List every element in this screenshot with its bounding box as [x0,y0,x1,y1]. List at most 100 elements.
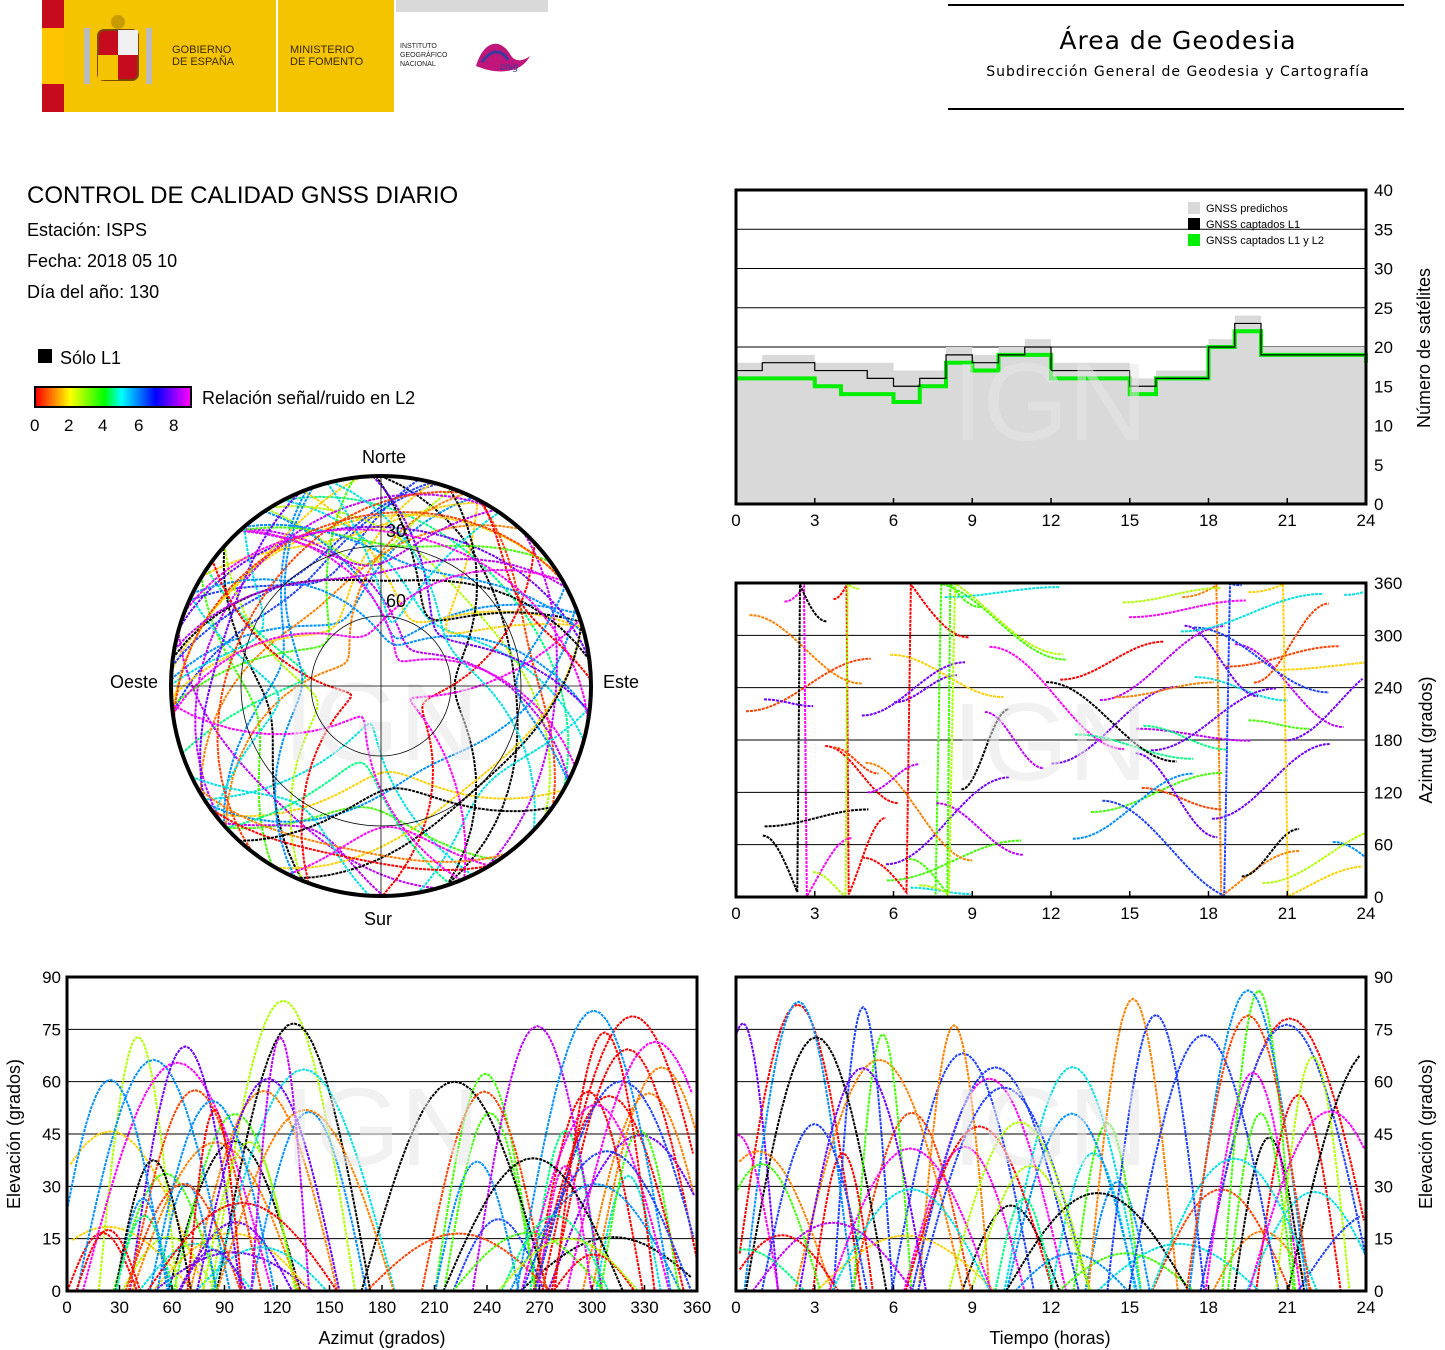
ea-track [124,1182,242,1292]
az-track [825,745,899,805]
ea-track [131,1141,301,1292]
satellite-count-chart: IGN GNSS predichos GNSS captados L1 GNSS… [731,181,1434,530]
et-ylabel: Elevación (grados) [1416,1059,1436,1209]
ytick-label: 40 [1374,181,1393,200]
ytick-label: 90 [1374,968,1393,987]
ea-track [250,1036,311,1292]
l1-only-swatch [38,349,52,363]
sky-track [171,481,433,668]
sky-track [171,513,562,714]
azimuth-time-chart: IGN 0 60 120 180 240 300 360 0 3 6 9 12 15 18 21 24 Azi… [731,574,1436,923]
az-track [1275,661,1365,671]
sky-track [417,706,591,894]
xtick-label: 21 [1278,904,1297,923]
az-watermark: IGN [952,681,1148,804]
ytick-label: 0 [52,1282,61,1301]
sky-track [214,770,564,818]
et-track [970,1164,1091,1292]
az-track [908,581,981,898]
az-track [1180,592,1324,633]
ea-track [434,1072,537,1292]
sky-track [199,491,301,800]
az-track [919,581,1063,896]
ytick-label: 20 [1374,338,1393,357]
sky-track [183,528,590,721]
az-track [989,645,1125,751]
south-label: Sur [364,909,392,929]
et-track [760,1122,868,1292]
sky-track [200,576,273,866]
ea-track [442,1157,624,1292]
xtick-label: 18 [1199,1298,1218,1317]
sky-track [515,585,569,782]
et-track [738,1234,840,1292]
az-track [890,653,1004,699]
ytick-label: 5 [1374,456,1383,475]
xtick-label: 120 [263,1298,291,1317]
ign-text: INSTITUTO GEOGRÁFICO NACIONAL [400,43,448,68]
xtick-label: 150 [315,1298,343,1317]
et-track [743,1000,854,1292]
az-track [1060,640,1165,681]
ea-track [69,1130,207,1292]
az-track [812,582,860,899]
sky-track [223,545,319,881]
az-track [1241,828,1300,878]
et-track [1127,1033,1280,1292]
az-track [784,583,852,900]
et-track [1185,1014,1311,1292]
sky-track [239,526,551,563]
sky-track [173,558,567,651]
ea-track [156,1182,218,1292]
ytick-label: 60 [1374,1073,1393,1092]
et-track [911,1066,1080,1292]
az-track [833,584,887,895]
sky-track [240,529,577,767]
az-track [1262,831,1367,884]
ea-track [179,1248,248,1292]
et-track [1058,1252,1195,1292]
sky-track [192,578,590,714]
count-watermark: IGN [952,341,1148,464]
xtick-label: 15 [1120,904,1139,923]
sky-track [478,500,556,807]
az-track [867,763,920,794]
area-subtitle: Subdirección General de Geodesia y Carto… [986,64,1370,80]
xtick-label: 9 [968,1298,977,1317]
ytick-label: 35 [1374,220,1393,239]
sky-track [170,526,265,686]
et-track [1199,1023,1367,1292]
xtick-label: 360 [683,1298,711,1317]
ytick-label: 300 [1374,626,1402,645]
ea-track [515,1009,672,1292]
ea-track [360,1080,549,1292]
xtick-label: 12 [1042,511,1061,530]
et-track [1014,1252,1129,1292]
az-track [1075,733,1194,760]
ea-track [534,1080,695,1292]
sky-track [282,495,570,791]
ea-track [127,1089,263,1292]
doy-label: Día del año: 130 [27,282,160,302]
az-track [961,708,1010,791]
header-rule-top [948,4,1404,6]
xtick-label: 0 [62,1298,71,1317]
xtick-label: 270 [525,1298,553,1317]
xtick-label: 3 [810,1298,819,1317]
et-track [1275,1055,1351,1292]
east-label: Este [603,672,639,692]
sky-track [444,499,583,635]
ea-track [521,1150,693,1292]
ea-track [196,1077,341,1292]
et-track [947,1120,1092,1292]
ea-track [172,1112,298,1292]
az-track [1143,724,1229,751]
sky-track [381,542,536,897]
legend-swatch-predicted [1188,202,1200,214]
ea-track [365,1232,552,1292]
ea-track [121,1235,217,1292]
ea-track [547,1134,696,1292]
az-track [764,808,869,828]
xtick-label: 300 [578,1298,606,1317]
et-track [1204,1071,1302,1292]
